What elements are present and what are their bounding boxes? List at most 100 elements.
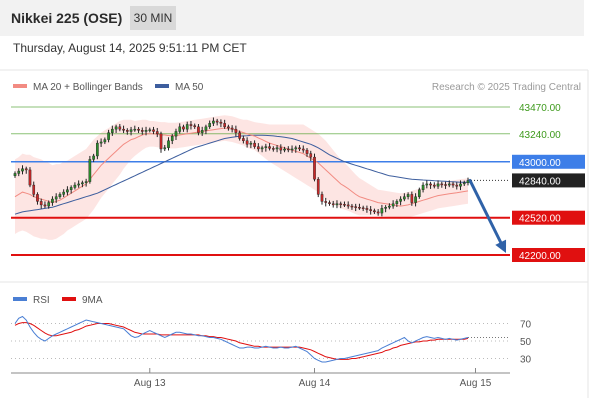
legend-swatch-ma50 [155,84,169,88]
candle [339,201,343,209]
candle-body-up [58,194,62,197]
candle [125,128,129,135]
candle-body-up [167,140,170,148]
candle-body-up [208,123,212,128]
candle-body-down [125,130,129,132]
candle-body-up [163,147,167,150]
legend-swatch-ma20 [13,84,27,88]
candle-body-up [62,191,65,195]
candle-body-down [313,156,316,180]
candle [129,126,133,136]
candle-body-up [114,126,118,130]
candle [174,128,178,140]
forecast-arrow-head [495,239,507,253]
candle [324,197,328,207]
candle-body-up [403,196,406,200]
candle [451,181,455,188]
candle [193,123,197,129]
candle-body-down [159,133,163,150]
candle-body-up [69,187,73,190]
candle-body-up [459,183,462,187]
candle [301,145,305,153]
candle-body-down [440,183,444,186]
candle-body-up [81,182,84,185]
price-levels [11,106,510,256]
candle-body-down [320,194,324,202]
candle [170,134,174,145]
candle [219,119,223,128]
candle-body-up [388,205,391,208]
candle [320,191,324,205]
candle-body-up [107,132,110,140]
timeframe-button[interactable]: 30 MIN [130,6,176,30]
candle-body-up [395,201,399,204]
candle-body-down [369,209,372,211]
candle-body-down [182,126,185,130]
candle [144,126,148,136]
candle [32,181,36,198]
candle-body-up [406,194,410,197]
x-tick-label-1: Aug 14 [299,378,331,389]
candle-body-down [197,126,200,133]
candle [253,140,256,149]
candle [54,193,58,203]
candle-body-down [301,148,305,151]
level-label-1: 43240.00 [519,130,561,141]
candle-body-down [234,128,238,133]
candle [159,131,163,153]
candle [178,123,182,134]
candle-body-up [178,126,182,132]
candle [335,200,339,209]
candle-body-down [193,125,197,128]
candle [39,198,43,209]
candle-body-down [36,194,39,202]
candle [107,129,110,143]
candle [316,177,320,198]
rsi-legend: RSI 9MA [13,295,103,306]
candle-body-down [328,202,331,204]
candle-body-down [455,184,459,187]
legend-label-rsi: RSI [33,295,50,306]
candle [167,137,170,151]
candle-body-up [170,135,174,141]
candle-body-down [343,204,346,206]
x-tick-label-2: Aug 15 [460,378,492,389]
candle [36,192,39,205]
candle [189,120,193,130]
candle-body-down [32,184,36,195]
candle-body-up [264,146,268,148]
candle [21,165,24,175]
candle-body-up [103,139,107,143]
candle [99,138,103,147]
candle [305,148,309,157]
candle-body-down [271,148,275,150]
chart-header: Nikkei 225 (OSE) 30 MIN [0,0,584,36]
candle [122,125,125,133]
candle-body-up [462,182,466,185]
candle-body-down [365,208,369,210]
candle [148,127,152,133]
candle-body-up [92,155,95,160]
candle-body-down [24,168,28,171]
candle [346,201,350,209]
candle-body-up [174,131,178,137]
candle-body-up [380,208,384,214]
candle-body-up [111,128,114,133]
candle [283,146,286,153]
candle [369,206,372,215]
candle [114,124,118,133]
candle [81,180,84,188]
candle [286,146,290,153]
candle [137,127,140,133]
candle [230,125,234,133]
forecast-arrow-shaft [468,178,503,244]
candle-body-up [418,189,421,197]
candle-body-down [219,121,223,124]
legend-swatch-9ma [62,297,76,301]
candle-body-down [279,147,283,151]
candle-body-down [230,127,234,130]
candle-body-down [118,126,122,130]
candle [447,180,451,188]
candle [268,143,271,151]
candle [242,135,245,144]
